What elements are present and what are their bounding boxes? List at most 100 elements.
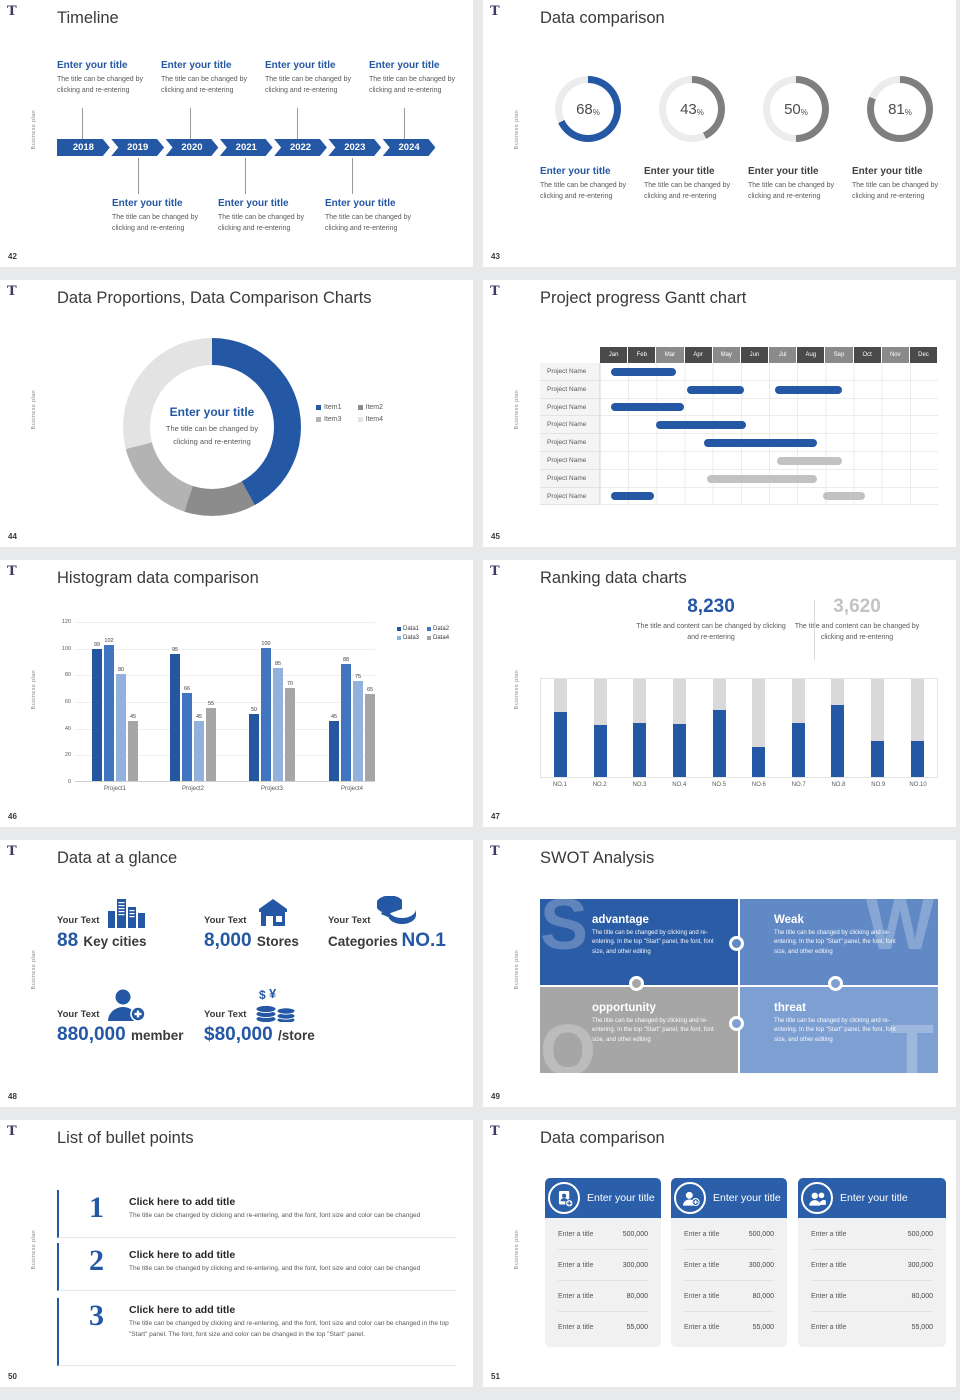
legend-label: Data1 [403, 626, 420, 632]
ring-title: Enter your title [644, 166, 715, 177]
bar-value-label: 102 [104, 638, 114, 644]
card-row: Enter a title 55,000 [684, 1312, 774, 1343]
card-row-label: Enter a title [684, 1230, 720, 1238]
slide-content: 99 102 80 45 95 66 45 55 50 100 85 70 45 88 75 65 0 20 40 6… [0, 560, 473, 827]
gantt-row-label: Project Name [540, 398, 600, 417]
stat-item: Your Text 880,000 member [57, 988, 184, 1046]
bar-value-label: 80 [117, 667, 125, 674]
bar [249, 714, 259, 781]
stat-item-value: $80,000 /store [204, 1024, 315, 1046]
bullet-texts: Click here to add title The title can be … [129, 1190, 457, 1222]
bar-value-label: 70 [286, 680, 294, 687]
svg-text:¥: ¥ [269, 988, 277, 1001]
slide-46-histogram[interactable]: T Business plan Histogram data compariso… [0, 560, 473, 827]
bar-value-label: 95 [171, 647, 179, 654]
slide-47-ranking[interactable]: T Business plan Ranking data charts 8,23… [483, 560, 956, 827]
card-row-value: 500,000 [907, 1230, 933, 1238]
slide-content: Your Text 88 Key cities Your Text 8,000 Sto… [0, 840, 473, 1107]
bar [128, 721, 138, 781]
gantt-row-label: Project Name [540, 363, 600, 381]
stat-item-value: 88 Key cities [57, 930, 148, 952]
slide-51-data-comparison-cards[interactable]: T Business plan Data comparison Enter yo… [483, 1120, 956, 1387]
rank-category-label: NO.4 [672, 782, 687, 788]
rank-category-label: NO.3 [632, 782, 647, 788]
gantt-month-cell: Jun [740, 347, 770, 363]
rank-slot [897, 679, 937, 777]
slide-title: Data Proportions, Data Comparison Charts [57, 289, 372, 307]
page-number: 45 [491, 532, 500, 541]
ring-title: Enter your title [540, 166, 611, 177]
gridline [75, 622, 375, 623]
bar-with-label: 65 [365, 687, 375, 781]
y-tick-label: 0 [67, 779, 71, 785]
card-title: Enter your title [840, 1192, 908, 1204]
card-row-value: 300,000 [622, 1261, 648, 1269]
card-row-label: Enter a title [811, 1324, 847, 1331]
card-row-value: 80,000 [626, 1292, 648, 1300]
swot-quadrant: W Weak The title can be changed by clickin… [740, 899, 938, 985]
card-row-label: Enter a title [558, 1324, 594, 1331]
entry-body: The title can be changed by clicking and… [265, 76, 352, 95]
card-row-value: 55,000 [911, 1324, 933, 1331]
slide-content: Enter your title Enter a title 500,000 Ente… [483, 1120, 956, 1387]
rank-track [831, 679, 845, 777]
timeline-year-chevron: 2020 [166, 139, 219, 156]
bar-value-label: 45 [330, 714, 338, 720]
gantt-month-cell: Oct [853, 347, 882, 363]
connector-line [138, 158, 139, 194]
bar [273, 667, 283, 781]
slide-title: Project progress Gantt chart [540, 289, 747, 307]
slide-43-data-comparison[interactable]: T Business plan Data comparison 68% Enter… [483, 0, 956, 267]
person-plus-icon [681, 1189, 700, 1208]
card-header: Enter your title [671, 1178, 787, 1218]
gantt-row-label: Project Name [540, 416, 600, 435]
gridline [75, 755, 375, 757]
slide-42-timeline[interactable]: T Business plan Timeline Enter your titl… [0, 0, 473, 267]
stat-value: 3,620 [833, 596, 881, 617]
slide-45-gantt[interactable]: T Business plan Project progress Gantt c… [483, 280, 956, 547]
bar-with-label: 75 [353, 674, 363, 781]
ring-title: Enter your title [748, 166, 819, 177]
rank-fill [871, 740, 885, 777]
timeline-entry: Enter your title The title can be changed… [265, 60, 365, 96]
gantt-row-track [600, 487, 938, 506]
puzzle-knob [828, 975, 843, 991]
bar [194, 721, 204, 781]
slide-content: 8,230 The title and content can be change… [483, 560, 956, 827]
page-number: 42 [8, 252, 17, 261]
card-row-value: 80,000 [752, 1292, 774, 1300]
brand-logo: T [7, 4, 17, 19]
bar-value-label: 55 [207, 700, 215, 707]
slide-content: Enter your title The title can be changed… [0, 280, 473, 547]
gantt-row-track [600, 434, 938, 452]
rank-chart-panel [540, 678, 938, 778]
bar-group: 50 100 85 70 [249, 641, 295, 781]
gantt-bar [707, 474, 817, 483]
chart-legend: Data1 Data2 Data3 Data4 [397, 626, 449, 641]
rank-track [752, 679, 766, 777]
bar-with-label: 70 [285, 681, 295, 781]
slide-content: 1 Click here to add title The title can be… [0, 1120, 473, 1387]
slide-44-data-proportions[interactable]: T Business plan Data Proportions, Data C… [0, 280, 473, 547]
bullet-number: 2 [89, 1244, 104, 1277]
legend-label: Item4 [365, 416, 384, 423]
slide-48-data-glance[interactable]: T Business plan Data at a glance Your Te… [0, 840, 473, 1107]
progress-number: 43 [680, 100, 697, 118]
card-header: Enter your title [798, 1178, 946, 1218]
page-number: 50 [8, 1372, 17, 1381]
card-row-label: Enter a title [811, 1230, 847, 1238]
swot-quadrant-body: The title can be changed by clicking and… [592, 1018, 714, 1043]
gridline [75, 648, 375, 650]
bar-with-label: 102 [104, 638, 114, 781]
bar-value-label: 66 [183, 686, 191, 692]
bullet-item: 3 Click here to add title The title can be… [57, 1298, 457, 1366]
timeline-entry: Enter your title The title can be changed… [325, 198, 425, 234]
connector-line [190, 108, 191, 139]
city-buildings-icon [106, 896, 148, 928]
brand-logo: T [490, 564, 500, 579]
gantt-month-cell: Sep [825, 347, 854, 363]
legend-item: Data2 [427, 626, 449, 632]
